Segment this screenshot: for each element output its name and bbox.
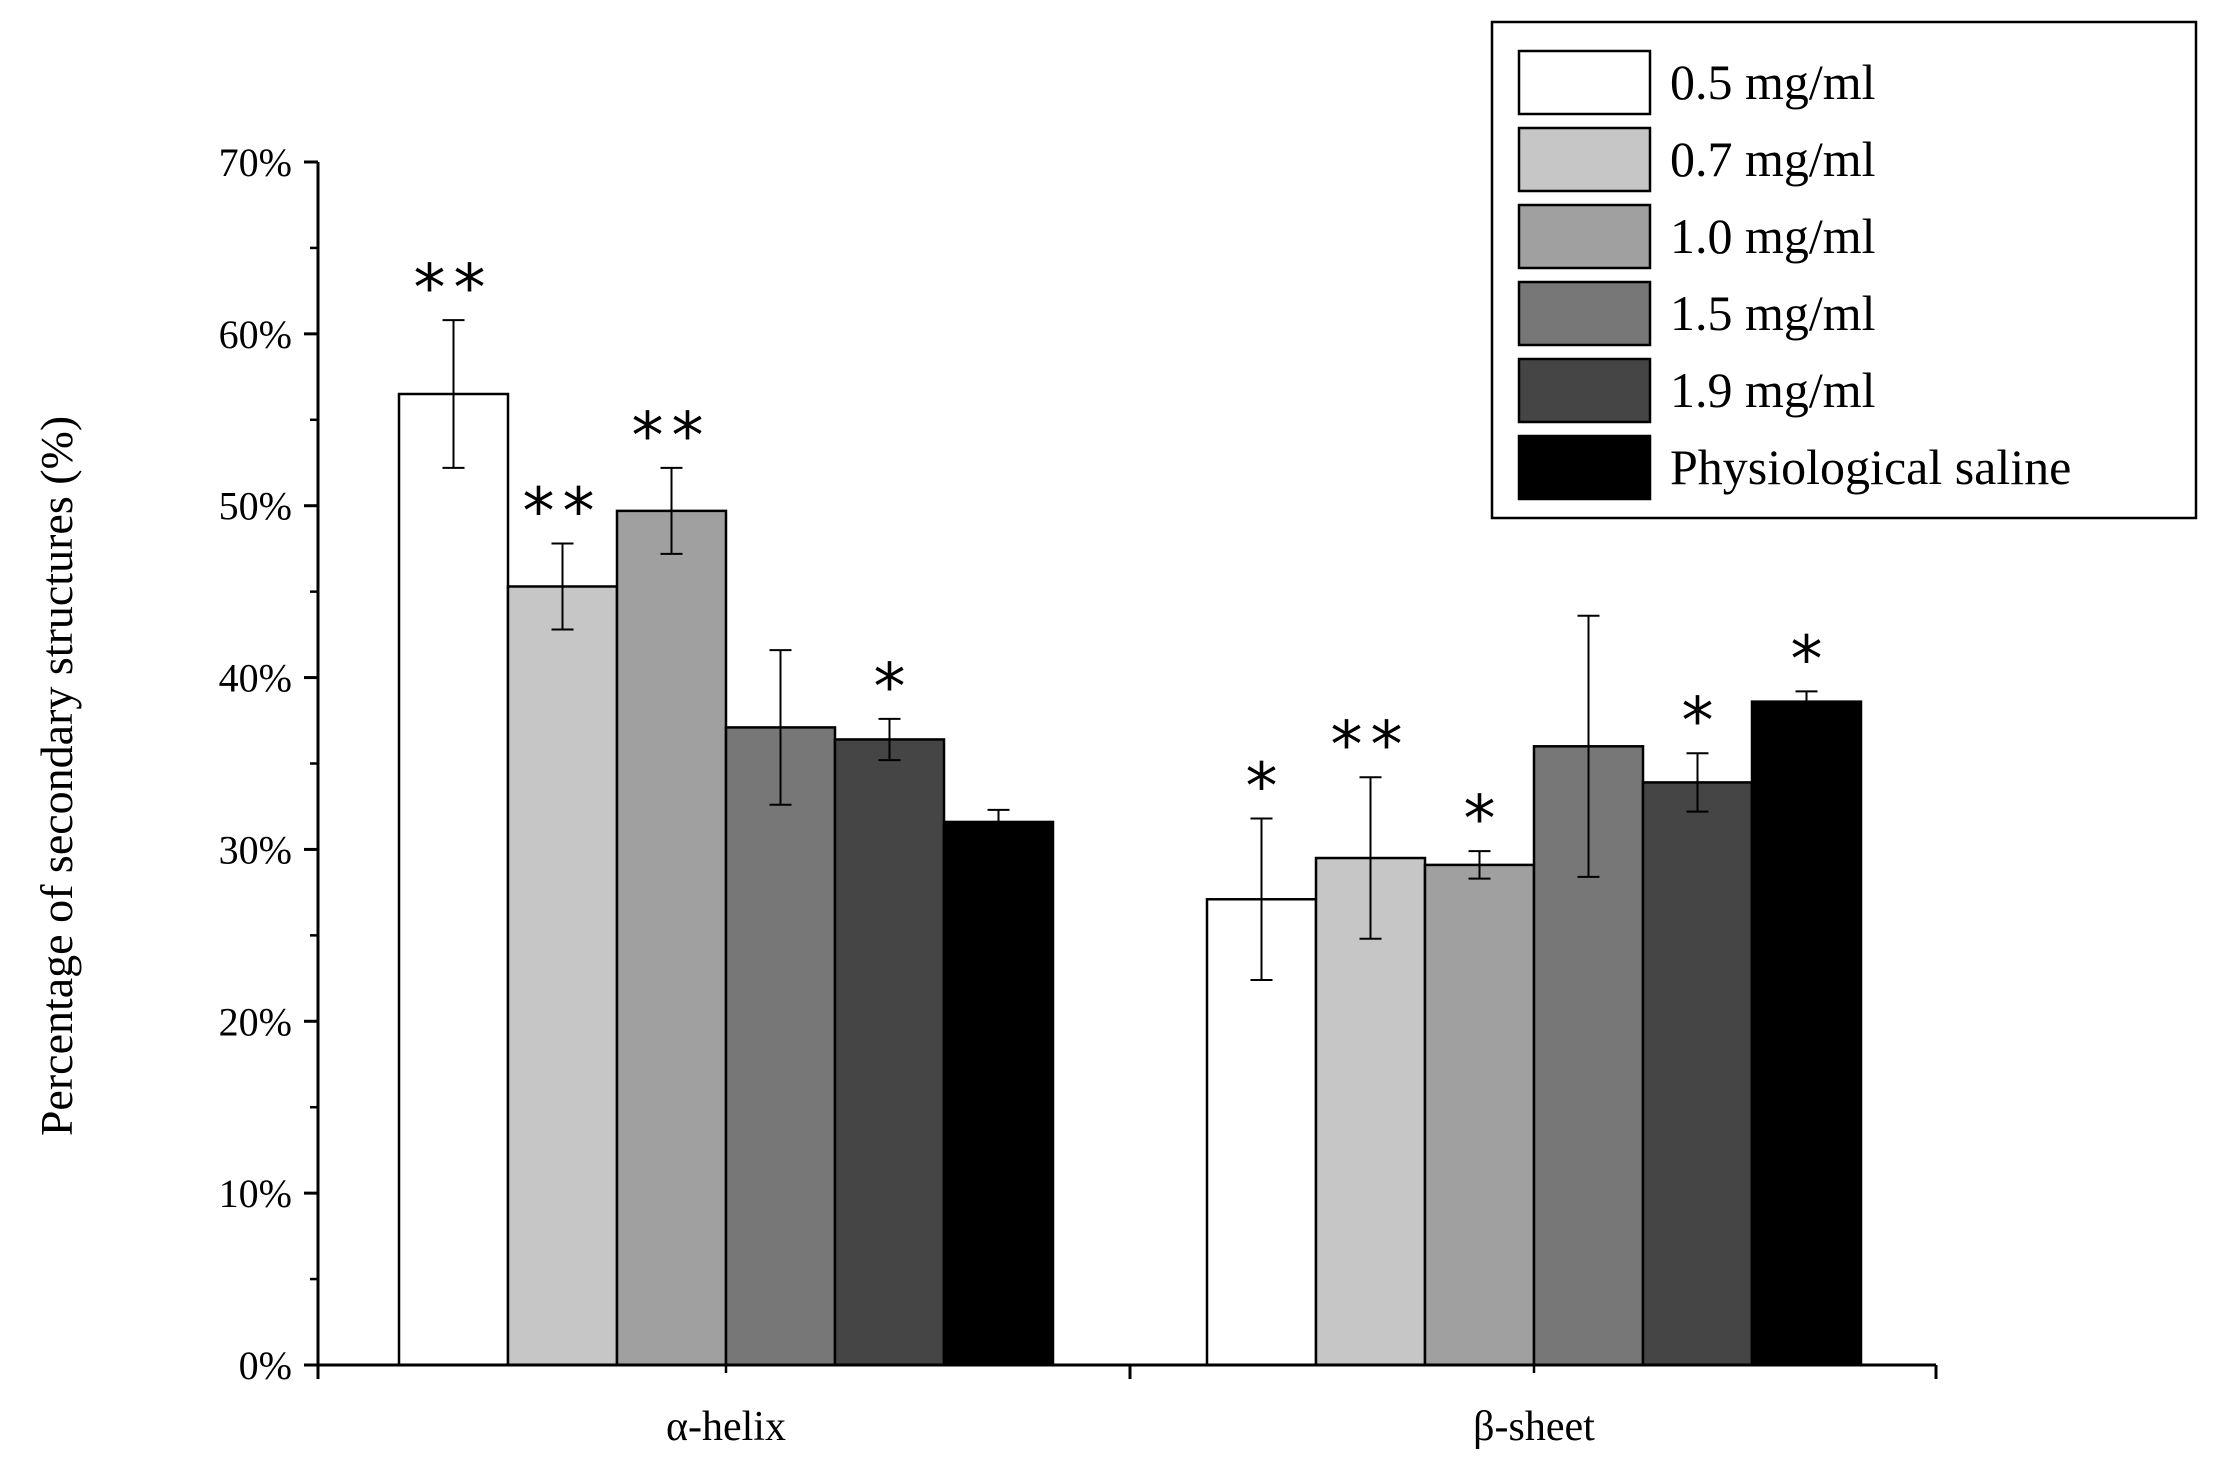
bar: [615, 509, 728, 1367]
legend-swatch: [1517, 49, 1652, 116]
significance-layer: *********** **: [414, 252, 1823, 857]
y-tick-label: 20%: [219, 999, 292, 1044]
axes-layer: 0% 10% 20% 30% 40% 50% 60% 70% α-helix β-sheet: [219, 140, 1938, 1450]
significance-marker: *: [1464, 783, 1496, 857]
bar: [506, 585, 619, 1367]
significance-marker: *: [1246, 750, 1278, 824]
significance-marker: **: [523, 476, 603, 550]
x-tick-label: α-helix: [666, 1404, 786, 1450]
y-tick-label: 60%: [219, 312, 292, 357]
legend-swatch: [1517, 280, 1652, 347]
y-tick-label: 10%: [219, 1171, 292, 1216]
y-tick-label: 50%: [219, 484, 292, 529]
bar: [833, 738, 946, 1367]
y-tick-label: 0%: [239, 1343, 292, 1388]
bar: [1641, 781, 1754, 1367]
legend-swatch: [1517, 126, 1652, 193]
legend-swatch: [1517, 357, 1652, 424]
legend-label: 1.9 mg/ml: [1670, 362, 1876, 418]
legend-label: Physiological saline: [1670, 439, 2071, 495]
x-tick-label: β-sheet: [1473, 1404, 1595, 1450]
bar: [724, 726, 837, 1367]
legend: 0.5 mg/ml 0.7 mg/ml 1.0 mg/ml 1.5 mg/ml 1.9 …: [1490, 20, 2198, 520]
y-tick-label: 40%: [219, 656, 292, 701]
significance-marker: **: [632, 400, 712, 474]
significance-marker: *: [1791, 623, 1823, 697]
legend-label: 1.5 mg/ml: [1670, 285, 1876, 341]
bar: [942, 820, 1055, 1367]
significance-marker: **: [414, 252, 494, 326]
legend-label: 0.5 mg/ml: [1670, 54, 1876, 110]
significance-marker: *: [1682, 685, 1714, 759]
y-tick-label: 70%: [219, 140, 292, 185]
significance-marker: *: [874, 651, 906, 725]
legend-label: 1.0 mg/ml: [1670, 208, 1876, 264]
bar: [1750, 700, 1863, 1367]
bar: [1423, 863, 1536, 1367]
legend-swatch: [1517, 203, 1652, 270]
significance-marker: **: [1331, 709, 1411, 783]
legend-label: 0.7 mg/ml: [1670, 131, 1876, 187]
bars-layer: [397, 319, 1863, 1367]
y-tick-label: 30%: [219, 827, 292, 872]
legend-swatch: [1517, 434, 1652, 501]
bar: [397, 392, 510, 1367]
y-axis-title: Percentage of secondary structures (%): [31, 416, 82, 1136]
